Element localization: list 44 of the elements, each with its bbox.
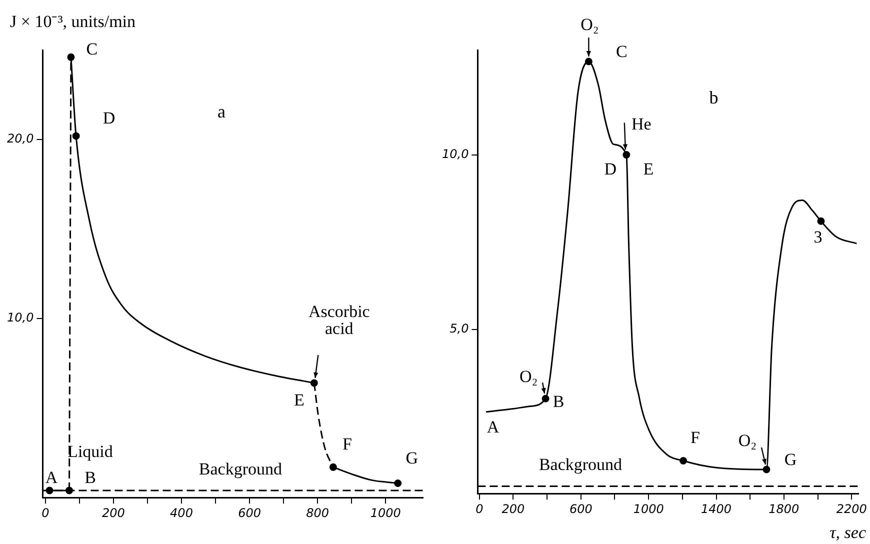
ref-line-label: Background bbox=[538, 455, 623, 474]
y-tick-label: 5,0 bbox=[450, 322, 470, 336]
annotation: He bbox=[632, 114, 652, 134]
annotation: O₂ bbox=[519, 367, 538, 386]
annotation: O₂ bbox=[738, 430, 757, 450]
x-tick-label: 0 bbox=[476, 502, 484, 516]
text: b bbox=[709, 88, 718, 108]
y-tick-label: 10,0 bbox=[7, 310, 34, 325]
y-tick-label: 10,0 bbox=[442, 146, 470, 161]
annotation: D bbox=[102, 108, 116, 128]
annotation: C bbox=[616, 42, 628, 61]
x-tick-label: 0 bbox=[42, 506, 50, 520]
x-tick-label: 200 bbox=[102, 506, 126, 520]
annotation: Liquid bbox=[68, 442, 114, 461]
annotation: B bbox=[84, 468, 96, 487]
x-tick-label: 1000 bbox=[633, 502, 664, 516]
x-axis-title: τ, sec bbox=[830, 522, 866, 542]
x-tick-label: 600 bbox=[238, 506, 262, 520]
annotation: E bbox=[294, 390, 304, 410]
annotation: D bbox=[604, 159, 617, 178]
annotation: A bbox=[45, 468, 58, 487]
y-axis-title: J × 10⁻³, units/min bbox=[10, 12, 136, 31]
x-tick-label: 400 bbox=[170, 506, 194, 520]
annotation: E bbox=[643, 159, 654, 178]
annotation: F bbox=[342, 434, 352, 454]
ref-line-label: Background bbox=[198, 459, 283, 478]
x-tick-label: 1400 bbox=[700, 502, 732, 516]
annotation: G bbox=[784, 450, 797, 469]
annotation: F bbox=[690, 428, 700, 448]
annotation: C bbox=[86, 40, 98, 59]
x-tick-label: 600 bbox=[569, 502, 593, 516]
annotation: 3 bbox=[814, 228, 822, 247]
y-tick-label: 20,0 bbox=[7, 132, 34, 146]
x-tick-label: 2200 bbox=[836, 502, 868, 516]
annotation: G bbox=[406, 448, 418, 468]
annotation: A bbox=[486, 417, 500, 436]
x-tick-label: 1000 bbox=[370, 506, 402, 520]
x-tick-label: 1800 bbox=[768, 502, 800, 516]
x-tick-label: 200 bbox=[502, 502, 526, 516]
annotation: O₂ bbox=[580, 14, 599, 34]
x-tick-label: 800 bbox=[306, 506, 330, 520]
annotation: Ascorbic acid bbox=[308, 302, 370, 338]
annotation: B bbox=[552, 392, 564, 412]
text: a bbox=[217, 101, 226, 122]
